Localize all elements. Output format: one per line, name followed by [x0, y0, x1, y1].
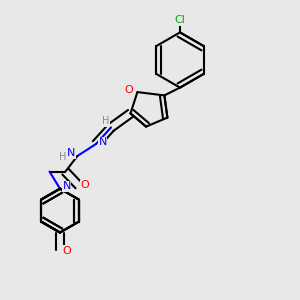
Text: Cl: Cl	[175, 15, 185, 26]
Text: O: O	[62, 245, 71, 256]
Text: N: N	[62, 181, 71, 191]
Text: O: O	[124, 85, 134, 95]
Text: H: H	[102, 116, 109, 127]
Text: N: N	[67, 148, 75, 158]
Text: H: H	[59, 152, 67, 162]
Text: O: O	[81, 180, 90, 190]
Text: N: N	[98, 137, 107, 147]
